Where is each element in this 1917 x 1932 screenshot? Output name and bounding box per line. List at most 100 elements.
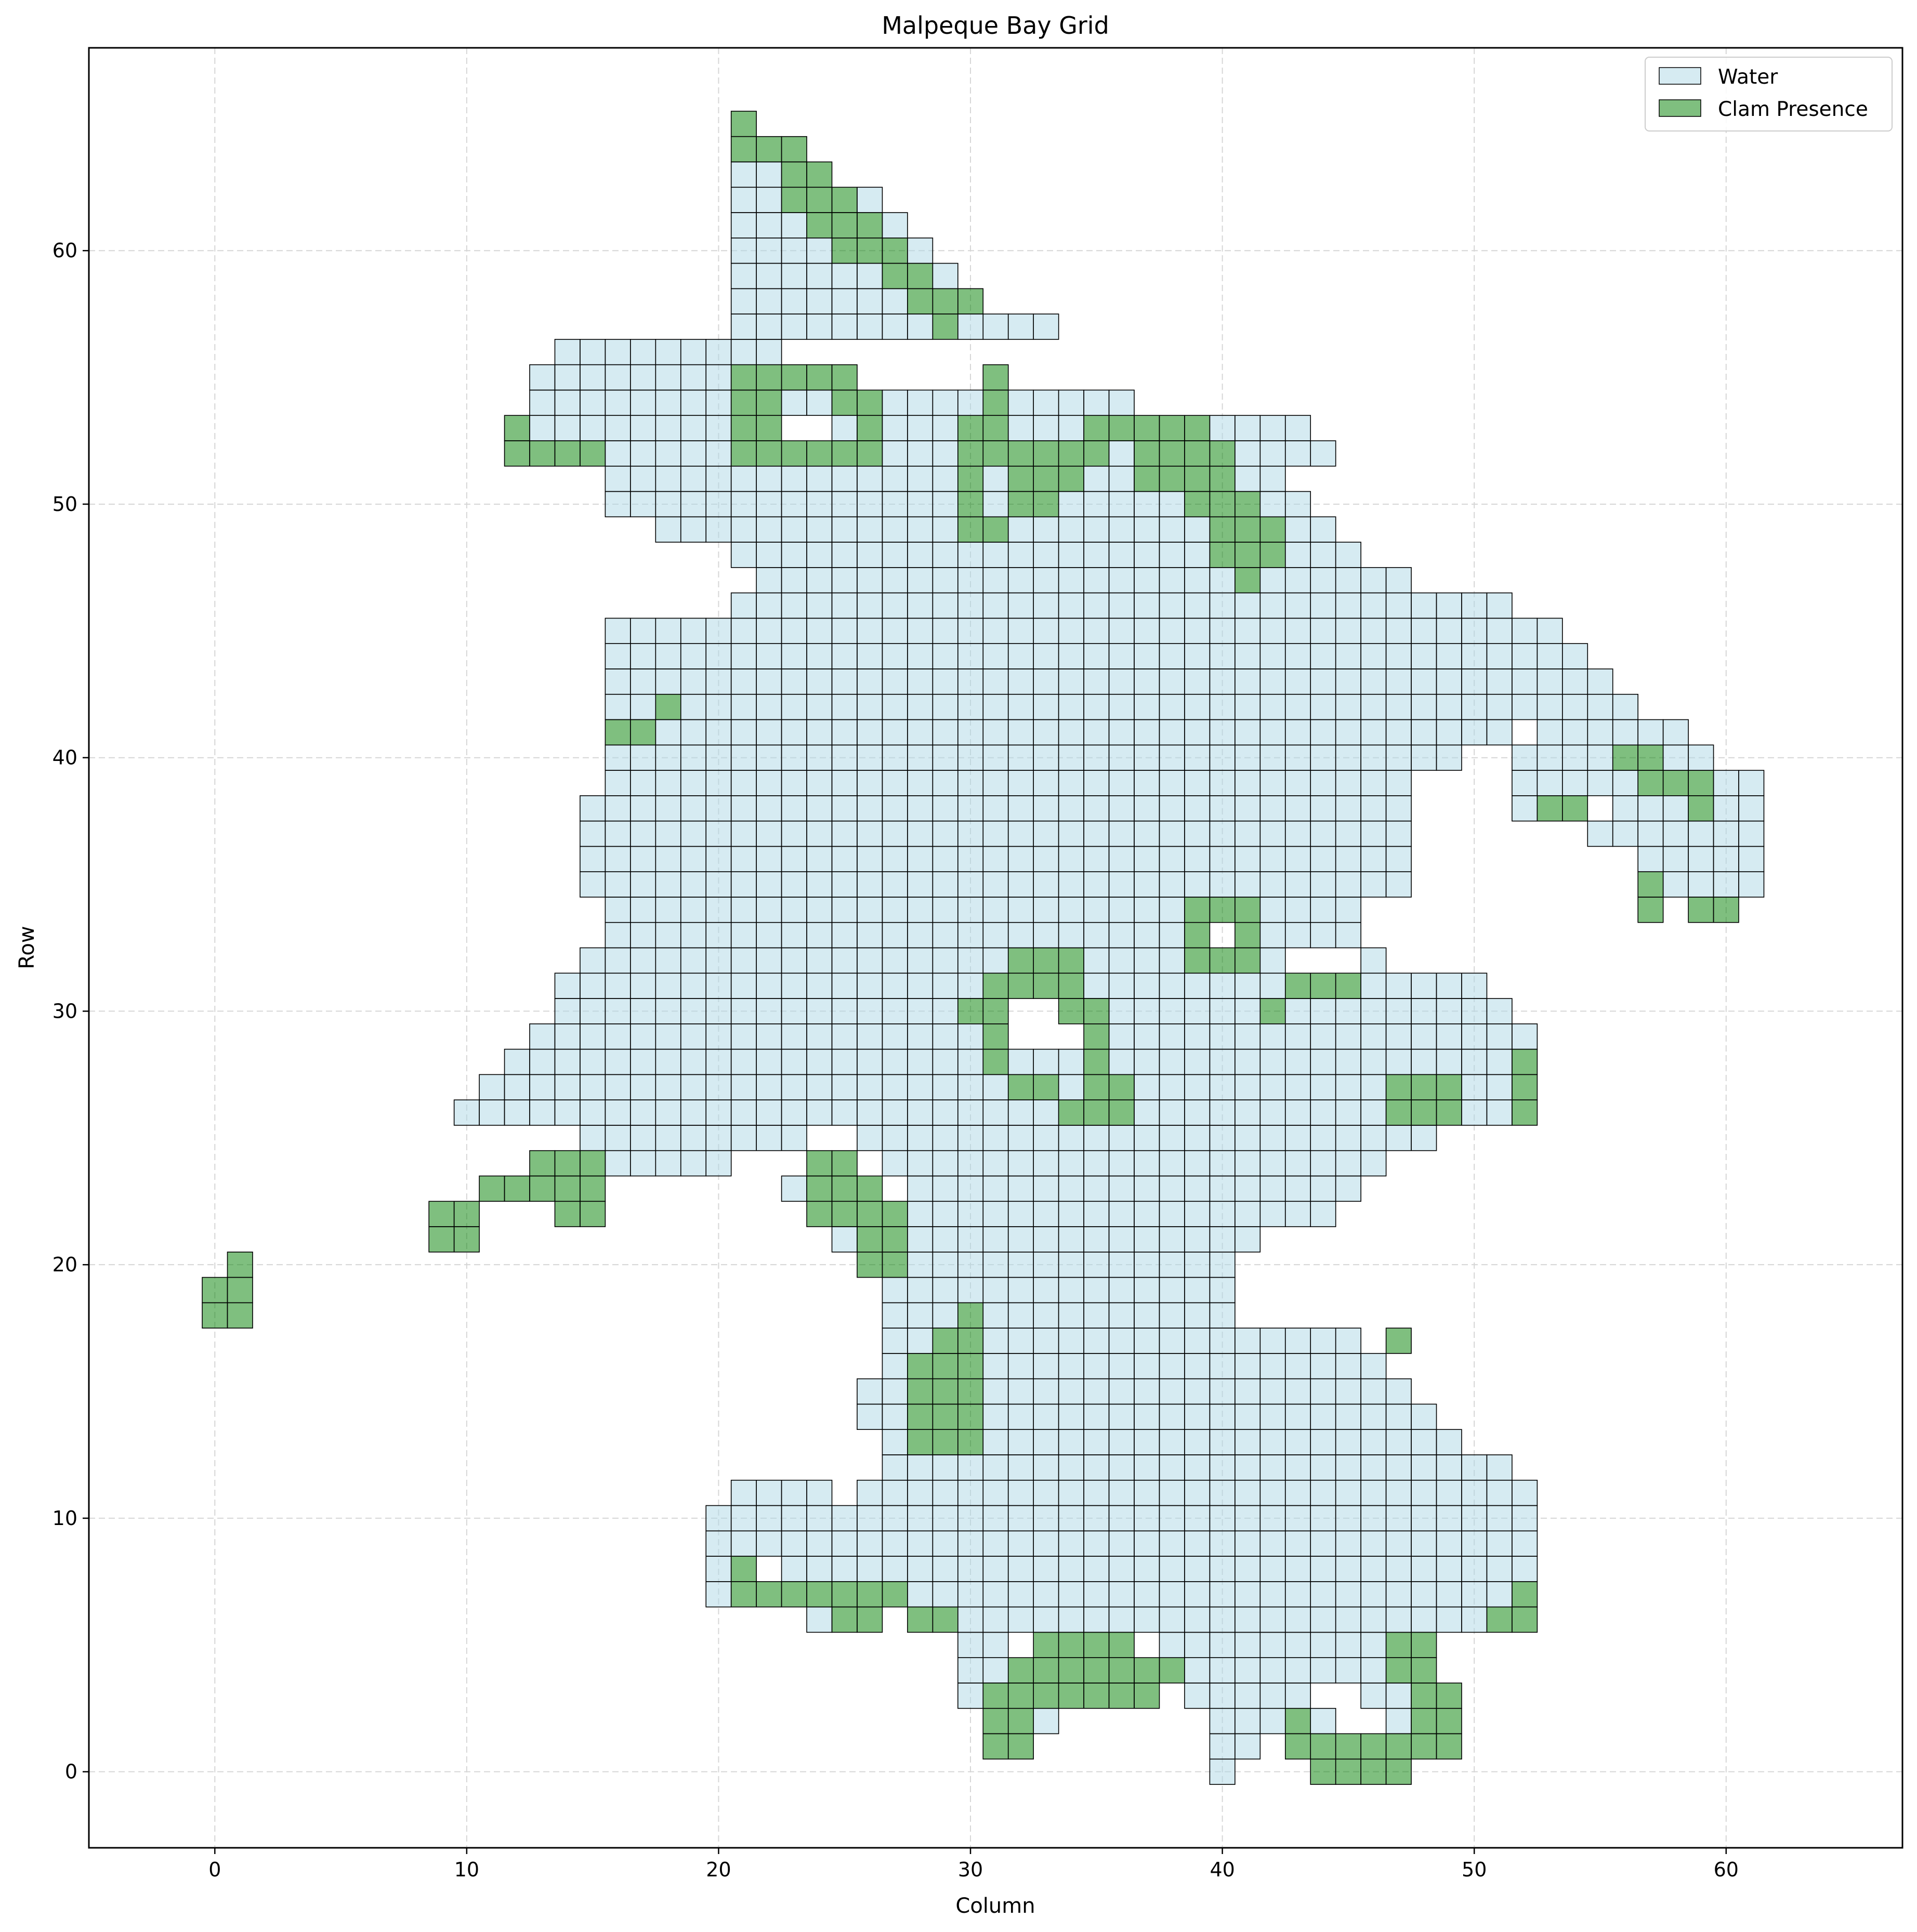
water-cell [756,212,782,239]
water-cell [781,897,807,923]
water-cell [1209,1505,1236,1532]
water-cell [554,364,581,391]
water-cell [781,542,807,568]
water-cell [705,744,732,771]
water-cell [1235,1175,1261,1202]
water-cell [756,693,782,720]
water-cell [781,465,807,492]
water-cell [655,820,681,847]
water-cell [932,897,958,923]
clam-cell [982,440,1009,467]
water-cell [857,897,883,923]
water-cell [882,1556,908,1582]
water-cell [1360,1530,1387,1557]
water-cell [781,389,807,416]
water-cell [932,1201,958,1227]
water-cell [1436,972,1462,999]
water-cell [605,871,631,898]
water-cell [680,947,707,974]
clam-cell [982,1707,1009,1734]
water-cell [982,1150,1009,1177]
clam-cell [1033,947,1059,974]
water-cell [1310,1074,1336,1100]
water-cell [1259,1023,1286,1050]
water-cell [1083,1353,1110,1379]
water-cell [1335,1556,1361,1582]
water-cell [806,744,833,771]
water-cell [857,592,883,619]
water-cell [1083,1606,1110,1633]
water-cell [605,1023,631,1050]
water-cell [1587,820,1613,847]
water-cell [1360,1683,1387,1709]
water-cell [781,846,807,872]
clam-cell [580,1150,606,1177]
water-cell [781,922,807,949]
water-cell [1284,643,1311,669]
water-cell [957,1226,984,1253]
water-cell [1537,744,1563,771]
water-cell [1537,770,1563,796]
clam-cell [907,1378,934,1405]
clam-cell [756,440,782,467]
water-cell [882,1505,908,1532]
water-cell [1335,1074,1361,1100]
water-cell [831,1505,858,1532]
water-cell [1310,516,1336,543]
water-cell [982,1074,1009,1100]
clam-cell [857,440,883,467]
clam-cell [1436,1707,1462,1734]
water-cell [655,617,681,645]
water-cell [1436,998,1462,1024]
clam-cell [1385,1657,1412,1684]
water-cell [1108,846,1135,872]
water-cell [1259,1657,1286,1684]
water-cell [605,1099,631,1126]
water-cell [857,744,883,771]
clam-cell [806,364,833,391]
clam-cell [1159,440,1185,467]
water-cell [907,491,934,518]
water-cell [1159,668,1185,695]
water-cell [630,744,656,771]
water-cell [1385,668,1412,695]
water-cell [705,1048,732,1075]
water-cell [1007,567,1034,594]
water-cell [1284,1657,1311,1684]
water-cell [1033,871,1059,898]
water-cell [1209,1657,1236,1684]
water-cell [1562,770,1588,796]
water-cell [580,339,606,365]
water-cell [1284,1150,1311,1177]
clam-cell [1284,1707,1311,1734]
water-cell [882,1429,908,1455]
water-cell [680,415,707,441]
water-cell [1486,998,1513,1024]
clam-cell [1335,972,1361,999]
water-cell [1310,542,1336,568]
clam-cell [428,1201,455,1227]
water-cell [1284,871,1311,898]
water-cell [1108,668,1135,695]
water-cell [1713,846,1739,872]
water-cell [1134,643,1160,669]
water-cell [1461,1530,1488,1557]
water-cell [1007,1353,1034,1379]
legend-clam-swatch [1659,99,1701,117]
water-cell [1461,1023,1488,1050]
water-cell [1284,1403,1311,1430]
clam-cell [1033,1074,1059,1100]
water-cell [957,1505,984,1532]
water-cell [781,947,807,974]
water-cell [781,1023,807,1050]
water-cell [730,592,757,619]
water-cell [1184,1429,1211,1455]
water-cell [1385,1683,1412,1709]
water-cell [1284,1201,1311,1227]
water-cell [1259,1454,1286,1481]
water-cell [1259,922,1286,949]
water-cell [680,795,707,822]
water-cell [1184,643,1211,669]
water-cell [1083,668,1110,695]
clam-cell [1058,998,1084,1024]
